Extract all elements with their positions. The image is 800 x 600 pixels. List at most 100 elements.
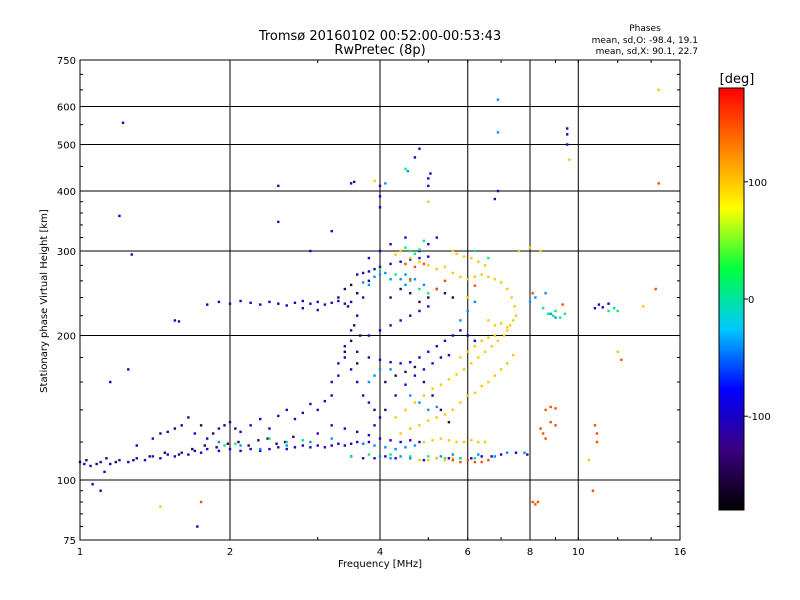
data-point <box>378 437 382 440</box>
data-point <box>283 440 287 444</box>
data-point <box>409 457 412 460</box>
data-point <box>513 305 516 308</box>
data-point <box>173 427 177 430</box>
data-point <box>143 458 147 462</box>
data-point <box>427 200 430 203</box>
data-point <box>480 339 483 343</box>
data-point <box>367 433 371 437</box>
data-point <box>642 305 645 308</box>
data-point <box>514 451 518 454</box>
data-point <box>422 262 426 266</box>
data-point <box>349 300 353 304</box>
data-point <box>459 356 462 359</box>
data-point <box>447 420 451 424</box>
data-point <box>361 271 365 275</box>
data-point <box>459 401 462 404</box>
data-point <box>352 324 356 327</box>
data-point <box>367 270 371 273</box>
data-point <box>427 350 430 353</box>
data-point <box>211 432 215 435</box>
data-point <box>343 427 347 430</box>
data-point <box>389 368 392 371</box>
data-point <box>285 447 288 451</box>
data-point <box>541 307 545 310</box>
data-point <box>435 287 438 291</box>
data-point <box>373 179 376 183</box>
data-point <box>409 278 412 281</box>
data-point <box>616 350 619 353</box>
y-tick-label: 75 <box>63 536 76 547</box>
data-point <box>389 296 392 299</box>
data-point <box>508 324 512 327</box>
x-tick-label: 10 <box>572 547 585 558</box>
data-point <box>480 455 483 458</box>
data-point <box>373 424 376 427</box>
data-point <box>473 460 477 464</box>
data-point <box>148 455 151 458</box>
data-point <box>477 260 480 263</box>
data-point <box>378 265 382 269</box>
data-point <box>378 368 382 371</box>
data-point <box>483 440 487 444</box>
data-point <box>355 430 359 434</box>
y-axis-label: Stationary phase Virtual Height [km] <box>39 209 50 393</box>
data-point <box>367 356 371 359</box>
data-point <box>534 296 537 299</box>
data-point <box>591 489 595 492</box>
data-point <box>373 267 376 271</box>
colorbar-tick-label: -100 <box>748 412 771 423</box>
data-point <box>378 267 382 271</box>
data-point <box>413 252 417 256</box>
data-point <box>394 374 397 377</box>
data-point <box>355 380 359 384</box>
data-point <box>496 98 500 101</box>
data-point <box>657 182 660 185</box>
data-point <box>404 236 407 239</box>
data-point <box>470 256 473 260</box>
data-point <box>367 380 371 384</box>
data-point <box>502 334 506 337</box>
data-point <box>85 458 88 462</box>
data-point <box>378 206 382 209</box>
data-point <box>355 350 359 353</box>
data-point <box>544 408 547 412</box>
data-point <box>526 453 529 456</box>
data-point <box>384 271 387 275</box>
data-point <box>205 447 209 451</box>
data-point <box>234 442 237 445</box>
data-point <box>259 417 262 421</box>
colorbar-tick-label: 100 <box>748 178 767 189</box>
data-point <box>301 439 305 442</box>
data-point <box>378 273 382 276</box>
data-point <box>159 457 162 460</box>
data-point <box>301 444 305 447</box>
data-point <box>536 500 540 504</box>
data-point <box>427 264 430 267</box>
data-point <box>505 329 509 332</box>
data-point <box>487 380 490 384</box>
data-point <box>427 455 430 458</box>
data-point <box>554 316 557 319</box>
data-point <box>435 345 438 348</box>
data-point <box>418 401 421 404</box>
data-point <box>466 278 469 281</box>
data-point <box>187 416 190 419</box>
data-point <box>493 455 497 458</box>
data-point <box>568 158 571 161</box>
data-point <box>418 309 421 313</box>
stats-line-o: mean, sd,O: -98.4, 19.1 <box>592 36 698 46</box>
data-point <box>399 440 402 444</box>
data-point <box>595 440 599 444</box>
data-point <box>409 427 412 430</box>
data-point <box>309 249 312 253</box>
data-point <box>493 278 497 281</box>
data-point <box>203 444 206 447</box>
data-point <box>135 457 138 460</box>
data-point <box>237 440 240 444</box>
data-point <box>470 362 473 365</box>
data-point <box>249 447 252 451</box>
data-point <box>409 439 412 442</box>
data-point <box>487 256 490 260</box>
data-point <box>228 302 232 305</box>
data-point <box>427 296 430 299</box>
